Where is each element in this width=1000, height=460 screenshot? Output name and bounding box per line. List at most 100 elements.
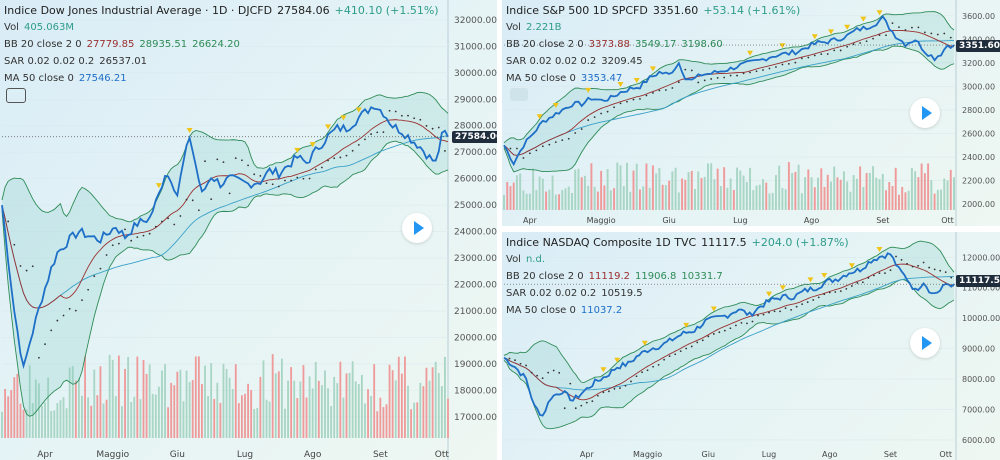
volume-bar xyxy=(234,364,237,438)
volume-bar xyxy=(336,383,339,438)
sar-dot xyxy=(787,62,790,65)
price-line xyxy=(503,252,955,417)
sar-dot xyxy=(781,63,784,66)
signal-marker xyxy=(155,183,162,189)
x-tick-label: Lug xyxy=(733,216,747,225)
sar-dot xyxy=(580,404,583,407)
volume-bar xyxy=(949,169,952,210)
sp500-chart[interactable]: 2000.00 2200.00 2400.00 2600.00 2800.00 3000.… xyxy=(502,0,1000,226)
indicator-bb[interactable]: BB 20 close 2 0 3373.88 3549.17 3198.60 xyxy=(506,39,723,50)
bollinger-lower-line xyxy=(1,140,449,417)
sar-dot xyxy=(922,261,925,264)
volume-bar xyxy=(525,193,528,210)
volume-bar xyxy=(946,180,949,210)
sar-dot xyxy=(259,175,262,177)
indicator-ma[interactable]: MA 50 close 0 27546.21 xyxy=(4,73,127,84)
indicator-vol[interactable]: Vol n.d. xyxy=(506,254,546,265)
dow-jones-chart-panel[interactable]: 17000.00 18000.00 19000.00 20000.00 21000.00… xyxy=(0,0,497,460)
sar-dot xyxy=(723,329,726,332)
sar-dot xyxy=(944,271,947,274)
volume-bar xyxy=(639,189,641,210)
sar-dot xyxy=(911,26,913,29)
volume-bar xyxy=(797,164,800,210)
volume-bar xyxy=(410,409,413,438)
sar-dot xyxy=(794,61,797,64)
volume-bar xyxy=(284,408,286,438)
dow-jones-chart[interactable]: 17000.00 18000.00 19000.00 20000.00 21000.00… xyxy=(0,0,497,460)
play-replay-button[interactable] xyxy=(910,328,940,358)
sar-dot xyxy=(425,125,428,127)
x-tick-label: Maggio xyxy=(96,450,129,460)
indicator-ma[interactable]: MA 50 close 0 11037.2 xyxy=(506,305,623,316)
sar-dot xyxy=(444,150,446,152)
indicator-vol[interactable]: Vol 2.221B xyxy=(506,22,562,33)
signal-marker xyxy=(779,285,786,291)
sar-dot xyxy=(320,166,323,169)
chart-title-row: Indice NASDAQ Composite 1D TVC 11117.5 +20… xyxy=(506,234,849,251)
indicator-vol[interactable]: Vol 405.063M xyxy=(4,22,74,33)
bollinger-lower-line xyxy=(503,279,955,430)
collapse-legend-icon[interactable] xyxy=(6,88,26,103)
volume-bar xyxy=(503,194,505,210)
sar-dot xyxy=(394,110,397,113)
sar-dot xyxy=(891,22,894,25)
sar-dot xyxy=(296,176,299,179)
sar-dot xyxy=(936,33,939,36)
volume-bar xyxy=(231,389,234,438)
y-tick-label: 12000.00 xyxy=(962,253,1000,262)
volume-bar xyxy=(703,176,706,210)
sar-dot xyxy=(508,357,511,360)
sar-dot xyxy=(751,320,754,323)
volume-bar xyxy=(391,370,394,438)
sp500-chart-panel[interactable]: 2000.00 2200.00 2400.00 2600.00 2800.00 3000.… xyxy=(502,0,1000,226)
indicator-sar[interactable]: SAR 0.02 0.02 0.2 26537.01 xyxy=(4,56,148,67)
ma50-line xyxy=(503,40,955,156)
play-replay-button[interactable] xyxy=(402,213,432,243)
indicator-bb[interactable]: BB 20 close 2 0 11119.2 11906.8 10331.7 xyxy=(506,271,723,282)
volume-bar xyxy=(609,190,612,210)
volume-bar xyxy=(370,395,373,438)
x-tick-label: Maggio xyxy=(587,216,616,225)
chart-title-row: Indice Dow Jones Industrial Average · 1D… xyxy=(4,2,439,19)
sar-dot xyxy=(928,266,931,269)
indicator-sar[interactable]: SAR 0.02 0.02 0.2 10519.5 xyxy=(506,288,643,299)
volume-bar xyxy=(204,365,206,438)
sar-dot xyxy=(284,179,286,182)
indicator-ma[interactable]: MA 50 close 0 3353.47 xyxy=(506,73,623,84)
volume-bar xyxy=(290,367,293,438)
y-tick-label: 18000.00 xyxy=(454,386,497,396)
sar-dot xyxy=(823,293,826,296)
volume-bar xyxy=(532,168,535,210)
sar-dot xyxy=(600,112,603,115)
volume-bar xyxy=(1,411,3,438)
sar-dot xyxy=(900,259,903,261)
volume-bar xyxy=(367,389,369,438)
volume-bar xyxy=(4,388,6,438)
sar-dot xyxy=(635,375,638,378)
volume-bar xyxy=(752,190,755,210)
nasdaq-chart-panel[interactable]: 6000.00 7000.00 8000.00 9000.00 10000.00 1100… xyxy=(502,232,1000,460)
nasdaq-chart[interactable]: 6000.00 7000.00 8000.00 9000.00 10000.00 1100… xyxy=(502,232,1000,460)
volume-bar xyxy=(901,186,904,210)
x-tick-label: Set xyxy=(373,450,388,460)
volume-bar xyxy=(188,382,191,438)
sar-dot xyxy=(762,69,764,71)
volume-bar xyxy=(810,177,813,210)
collapse-legend-icon[interactable] xyxy=(510,88,528,101)
volume-bar xyxy=(416,402,419,438)
volume-bar xyxy=(833,166,836,210)
volume-bar xyxy=(778,165,781,210)
sar-dot xyxy=(939,269,942,272)
play-replay-button[interactable] xyxy=(910,98,940,128)
volume-bar xyxy=(723,167,726,210)
sar-dot xyxy=(619,102,622,105)
volume-bar xyxy=(855,178,858,210)
volume-bar xyxy=(354,381,357,438)
indicator-bb[interactable]: BB 20 close 2 0 27779.85 28935.51 26624.20 xyxy=(4,39,240,50)
volume-bar xyxy=(280,358,283,438)
indicator-sar[interactable]: SAR 0.02 0.02 0.2 3209.45 xyxy=(506,56,643,67)
sar-dot xyxy=(690,345,693,348)
volume-bar xyxy=(145,373,148,438)
x-tick-label: Giu xyxy=(702,450,716,459)
volume-bar xyxy=(25,409,28,438)
